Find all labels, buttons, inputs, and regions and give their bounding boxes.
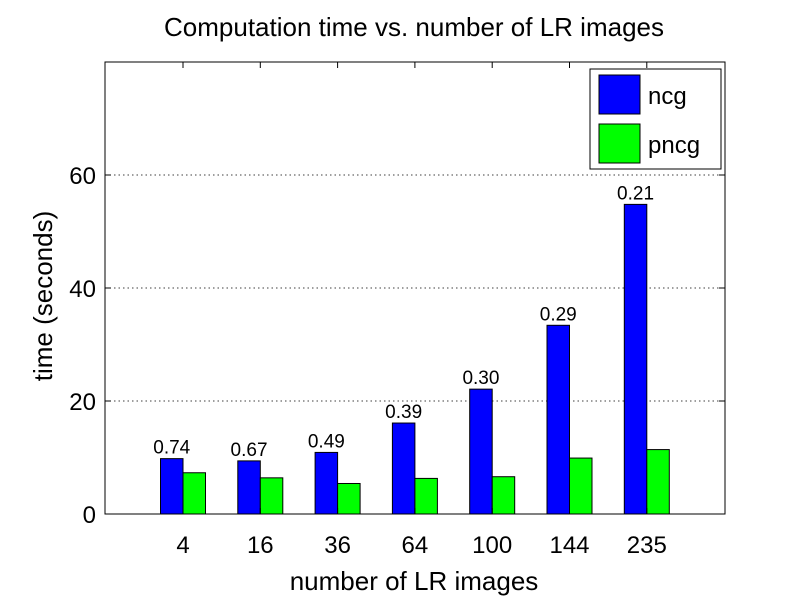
legend: ncg pncg bbox=[589, 68, 722, 170]
bar-annotation: 0.39 bbox=[385, 402, 422, 423]
x-tick-label: 235 bbox=[627, 532, 667, 559]
x-tick-label: 64 bbox=[402, 532, 429, 559]
bar-pncg bbox=[182, 472, 206, 515]
x-axis-label: number of LR images bbox=[290, 566, 539, 596]
legend-swatch-pncg bbox=[598, 123, 641, 164]
bar-annotation: 0.30 bbox=[462, 368, 499, 389]
y-tick-label: 0 bbox=[83, 502, 96, 529]
axis-ticks: 0 20 40 60 4 16 36 64 100 144 235 bbox=[69, 62, 725, 559]
bar-annotation: 0.21 bbox=[617, 183, 654, 204]
bar-pncg bbox=[259, 477, 284, 515]
legend-label-ncg: ncg bbox=[648, 83, 687, 110]
y-axis-label: time (seconds) bbox=[28, 211, 58, 382]
x-tick-label: 36 bbox=[324, 532, 351, 559]
bar-pncg bbox=[414, 477, 438, 515]
bar-pncg bbox=[646, 449, 670, 515]
y-tick-label: 40 bbox=[69, 276, 96, 303]
x-tick-label: 16 bbox=[247, 532, 274, 559]
y-tick-label: 60 bbox=[69, 163, 96, 190]
bar-ncg bbox=[314, 451, 339, 515]
legend-label-pncg: pncg bbox=[648, 132, 700, 159]
bar-pncg bbox=[337, 482, 361, 515]
bar-ncg bbox=[237, 460, 261, 515]
bar-annotation: 0.29 bbox=[540, 304, 577, 325]
x-tick-label: 144 bbox=[549, 532, 589, 559]
bar-ncg bbox=[160, 458, 184, 515]
bar-ncg bbox=[391, 422, 416, 515]
bar-ncg bbox=[546, 324, 570, 515]
bar-ncg bbox=[469, 388, 493, 515]
bar-annotation: 0.67 bbox=[231, 440, 268, 461]
bar-pncg bbox=[491, 476, 516, 515]
x-tick-label: 100 bbox=[472, 532, 512, 559]
y-tick-label: 20 bbox=[69, 389, 96, 416]
bars bbox=[160, 203, 670, 515]
data-labels: 0.74 0.67 0.49 0.39 0.30 0.29 0.21 bbox=[153, 183, 654, 461]
bar-ncg bbox=[623, 203, 648, 515]
x-tick-label: 4 bbox=[176, 532, 189, 559]
bar-annotation: 0.49 bbox=[308, 431, 345, 452]
bar-pncg bbox=[569, 457, 593, 515]
bar-annotation: 0.74 bbox=[153, 438, 190, 459]
legend-swatch-ncg bbox=[598, 74, 641, 115]
chart-title: Computation time vs. number of LR images bbox=[164, 12, 664, 42]
